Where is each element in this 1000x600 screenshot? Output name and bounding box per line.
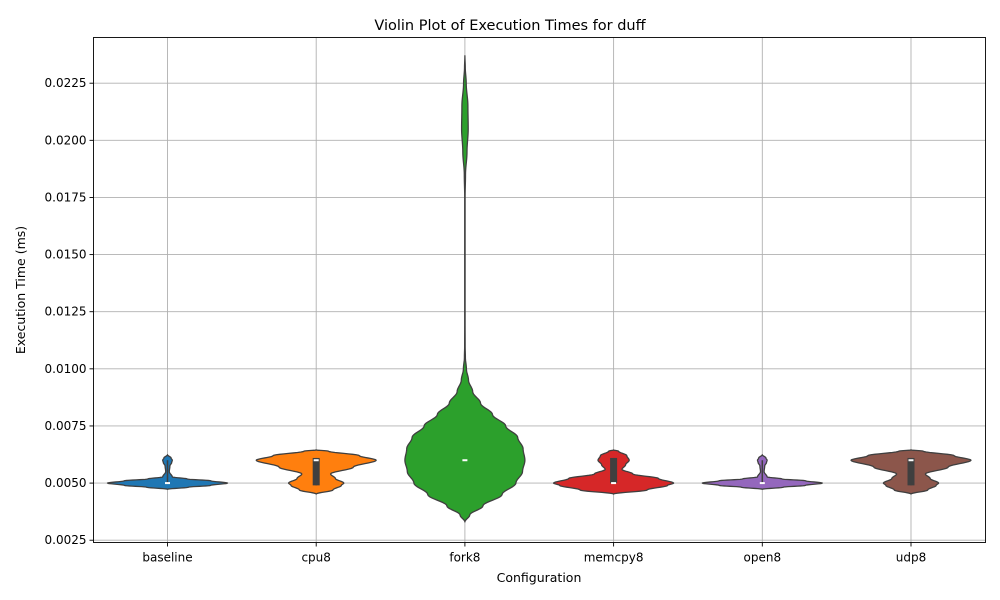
- y-tick-label: 0.0150: [45, 248, 87, 262]
- y-tick-label: 0.0125: [45, 305, 87, 319]
- x-axis-label: Configuration: [497, 570, 582, 585]
- y-tick-label: 0.0175: [45, 190, 87, 204]
- violin-box-memcpy8: [610, 457, 618, 484]
- chart-title: Violin Plot of Execution Times for duff: [374, 18, 646, 34]
- x-tick-label-memcpy8: memcpy8: [584, 551, 644, 565]
- y-tick-label: 0.0225: [45, 76, 87, 90]
- violin-fork8: [404, 55, 526, 523]
- violin-median-open8: [759, 482, 765, 485]
- violin-median-fork8: [462, 459, 468, 462]
- axis-ticks: 0.0025 0.0050 0.0075 0.0100 0.0125 0.0150 0.01…: [45, 76, 927, 564]
- y-tick-label: 0.0075: [45, 419, 87, 433]
- violin-memcpy8: [552, 449, 675, 495]
- violin-baseline: [106, 454, 229, 490]
- violins: [106, 55, 972, 523]
- violin-cpu8: [255, 449, 377, 495]
- y-axis-label: Execution Time (ms): [13, 226, 28, 354]
- violin-median-baseline: [165, 482, 170, 485]
- violin-box-cpu8: [312, 457, 320, 486]
- violin-median-udp8: [908, 459, 914, 462]
- violin-udp8: [850, 449, 972, 495]
- x-tick-label-udp8: udp8: [896, 551, 926, 565]
- violin-box-udp8: [907, 457, 915, 486]
- violin-open8: [701, 454, 823, 490]
- y-tick-label: 0.0200: [45, 133, 87, 147]
- plot-frame: [93, 37, 986, 543]
- violin-median-cpu8: [313, 459, 319, 462]
- violin-body-fork8: [404, 55, 526, 523]
- x-tick-label-open8: open8: [744, 551, 782, 565]
- y-tick-label: 0.0050: [45, 476, 87, 490]
- x-tick-label-baseline: baseline: [142, 551, 192, 565]
- y-tick-label: 0.0100: [45, 362, 87, 376]
- y-tick-label: 0.0025: [45, 533, 87, 547]
- violin-median-memcpy8: [611, 482, 617, 485]
- x-tick-label-cpu8: cpu8: [301, 551, 330, 565]
- x-tick-label-fork8: fork8: [449, 551, 480, 565]
